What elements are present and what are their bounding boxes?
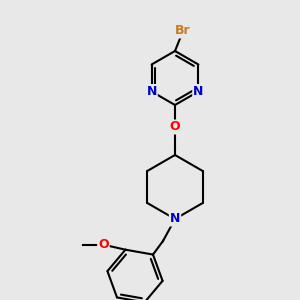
Text: O: O: [170, 121, 180, 134]
Text: N: N: [170, 212, 180, 226]
Text: Br: Br: [175, 25, 191, 38]
Text: N: N: [193, 85, 204, 98]
Text: N: N: [146, 85, 157, 98]
Text: O: O: [98, 238, 109, 251]
